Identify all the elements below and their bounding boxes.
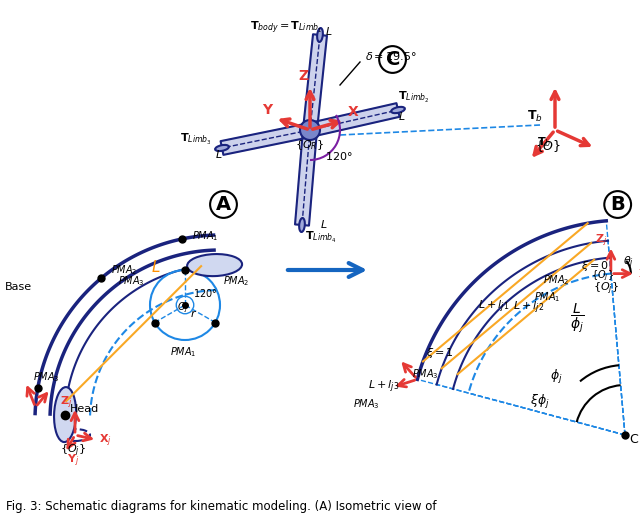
Text: $\{O\}$: $\{O\}$ bbox=[535, 138, 561, 154]
Text: $\mathbf{X}_j$: $\mathbf{X}_j$ bbox=[99, 433, 112, 449]
Text: $\mathbf{T}_{body}=\mathbf{T}_{Limb_1}$: $\mathbf{T}_{body}=\mathbf{T}_{Limb_1}$ bbox=[250, 19, 323, 36]
Text: $L+l_{j1}$: $L+l_{j1}$ bbox=[477, 299, 509, 316]
Circle shape bbox=[300, 120, 320, 140]
Polygon shape bbox=[295, 129, 317, 226]
Ellipse shape bbox=[391, 107, 405, 113]
Text: $\mathbf{Z}$: $\mathbf{Z}$ bbox=[298, 69, 310, 83]
Ellipse shape bbox=[299, 218, 305, 232]
Text: $L$: $L$ bbox=[398, 110, 406, 122]
Text: $O_j$: $O_j$ bbox=[177, 301, 189, 315]
Text: $\{O_j\}$: $\{O_j\}$ bbox=[593, 281, 619, 297]
Text: $L+l_{j3}$: $L+l_{j3}$ bbox=[368, 379, 399, 396]
Text: $L$: $L$ bbox=[325, 25, 333, 37]
Text: $\mathbf{X}_j$: $\mathbf{X}_j$ bbox=[638, 268, 640, 284]
Text: $PMA_1$: $PMA_1$ bbox=[191, 229, 218, 243]
Text: $L+l_{j2}$: $L+l_{j2}$ bbox=[513, 300, 544, 317]
Polygon shape bbox=[221, 123, 312, 155]
Text: $PMA_2$: $PMA_2$ bbox=[111, 263, 138, 277]
Text: Head: Head bbox=[70, 404, 99, 413]
Text: $L$: $L$ bbox=[215, 148, 223, 160]
Text: $\dfrac{L}{\phi_j}$: $\dfrac{L}{\phi_j}$ bbox=[570, 302, 584, 335]
Text: $PMA_2$: $PMA_2$ bbox=[223, 274, 250, 288]
Text: $\xi=1$: $\xi=1$ bbox=[426, 346, 454, 360]
Text: $\mathbf{T}_b$: $\mathbf{T}_b$ bbox=[537, 135, 551, 149]
Text: $120°$: $120°$ bbox=[325, 150, 353, 162]
Polygon shape bbox=[308, 103, 399, 137]
Polygon shape bbox=[303, 34, 327, 131]
Ellipse shape bbox=[187, 254, 242, 276]
Text: $\mathbf{Z}_j$: $\mathbf{Z}_j$ bbox=[595, 233, 607, 250]
Text: $\delta=19.5°$: $\delta=19.5°$ bbox=[365, 50, 417, 62]
Text: $\mathbf{B}$: $\mathbf{B}$ bbox=[610, 195, 625, 214]
Ellipse shape bbox=[317, 28, 323, 42]
Text: $\xi\phi_j$: $\xi\phi_j$ bbox=[530, 393, 550, 411]
Text: $L$: $L$ bbox=[320, 218, 328, 230]
Text: $\mathbf{T}_b$: $\mathbf{T}_b$ bbox=[527, 109, 543, 124]
Text: $\mathbf{C}$: $\mathbf{C}$ bbox=[385, 50, 400, 69]
Text: $PMA_3$: $PMA_3$ bbox=[33, 370, 60, 384]
Text: Base: Base bbox=[5, 282, 32, 292]
Text: $L$: $L$ bbox=[151, 259, 161, 275]
Ellipse shape bbox=[54, 387, 76, 442]
Text: $PMA_3$: $PMA_3$ bbox=[353, 398, 380, 411]
Text: $\mathbf{Y}$: $\mathbf{Y}$ bbox=[262, 103, 275, 117]
Text: $\theta_j$: $\theta_j$ bbox=[623, 255, 634, 271]
Text: $PMA_1$: $PMA_1$ bbox=[170, 345, 196, 359]
Text: $PMA_3$: $PMA_3$ bbox=[118, 274, 145, 288]
Text: C: C bbox=[629, 433, 637, 446]
Text: $PMA_2$: $PMA_2$ bbox=[543, 273, 570, 287]
Text: $\{O_j\}$: $\{O_j\}$ bbox=[591, 269, 614, 283]
Text: $\xi=0$: $\xi=0$ bbox=[581, 258, 609, 272]
Text: $r$: $r$ bbox=[190, 308, 197, 319]
Text: $\mathbf{X}$: $\mathbf{X}$ bbox=[347, 105, 360, 119]
Ellipse shape bbox=[215, 145, 229, 151]
Text: $120°$: $120°$ bbox=[193, 287, 218, 299]
Text: $\mathbf{T}_{Limb_4}$: $\mathbf{T}_{Limb_4}$ bbox=[305, 230, 337, 245]
Text: $\mathbf{A}$: $\mathbf{A}$ bbox=[215, 195, 232, 214]
Text: $\{O_R\}$: $\{O_R\}$ bbox=[295, 138, 324, 152]
Text: $\{O_j\}$: $\{O_j\}$ bbox=[60, 443, 86, 459]
Text: $\mathbf{Z}_j$: $\mathbf{Z}_j$ bbox=[60, 394, 72, 411]
Text: Fig. 3: Schematic diagrams for kinematic modeling. (A) Isometric view of: Fig. 3: Schematic diagrams for kinematic… bbox=[6, 500, 437, 513]
Text: $PMA_3$: $PMA_3$ bbox=[412, 367, 439, 381]
Text: $\phi_j$: $\phi_j$ bbox=[550, 368, 563, 386]
Text: $\mathbf{T}_{Limb_3}$: $\mathbf{T}_{Limb_3}$ bbox=[180, 132, 212, 147]
Text: $PMA_1$: $PMA_1$ bbox=[534, 290, 561, 304]
Text: $\mathbf{T}_{Limb_2}$: $\mathbf{T}_{Limb_2}$ bbox=[398, 90, 429, 105]
Text: $\mathbf{Y}_j$: $\mathbf{Y}_j$ bbox=[67, 452, 79, 469]
